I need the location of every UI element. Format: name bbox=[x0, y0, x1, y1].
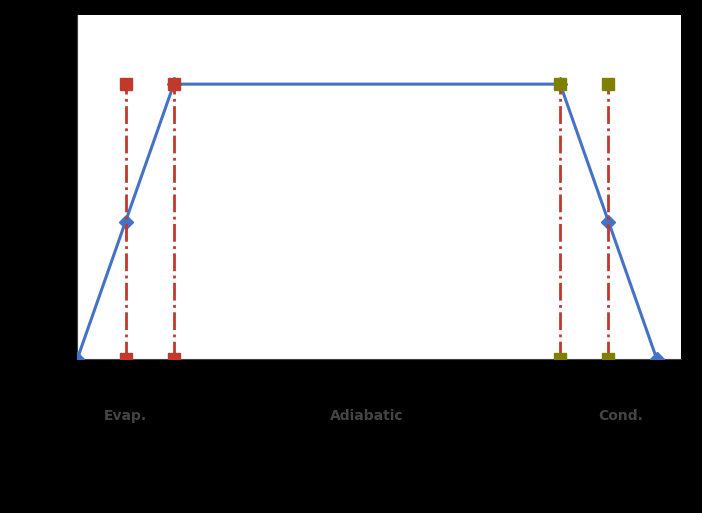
Text: Evap.: Evap. bbox=[104, 408, 147, 423]
Text: Cond.: Cond. bbox=[598, 408, 643, 423]
X-axis label: Distance: Distance bbox=[338, 389, 420, 407]
Y-axis label: Velocity: Velocity bbox=[21, 150, 39, 225]
Text: Adiabatic: Adiabatic bbox=[330, 408, 404, 423]
